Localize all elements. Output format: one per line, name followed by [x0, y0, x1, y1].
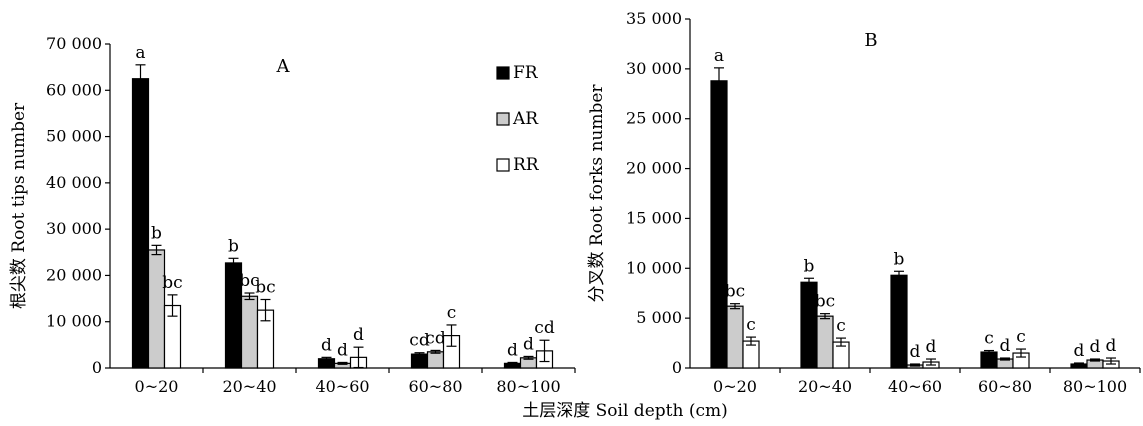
chart-panel-a: 0 10 000 20 000 30 000 40 000 50 000 60 000 70 … — [9, 34, 576, 396]
significance-label: b — [151, 223, 162, 243]
significance-label: c — [836, 316, 846, 336]
y-axis-label: 分叉数 Root forks number — [587, 84, 607, 303]
significance-label: b — [804, 256, 815, 276]
significance-label: c — [746, 315, 756, 335]
bar-fr — [980, 351, 998, 369]
y-tick-label: 20 000 — [626, 159, 682, 178]
significance-label: c — [1016, 327, 1026, 347]
significance-label: d — [353, 325, 364, 345]
significance-label: d — [1106, 336, 1117, 356]
y-tick-label: 25 000 — [626, 109, 682, 128]
significance-label: c — [984, 329, 994, 349]
x-tick-label: 60~80 — [408, 377, 462, 396]
bar-fr — [890, 274, 908, 369]
legend-swatch-fr — [496, 66, 510, 80]
y-tick-label: 30 000 — [626, 59, 682, 78]
significance-label: d — [1000, 336, 1011, 356]
bar-fr — [131, 78, 150, 369]
y-tick-label: 70 000 — [46, 34, 102, 53]
significance-label: cd — [409, 331, 430, 351]
significance-label: bc — [255, 277, 275, 297]
legend-swatch-ar — [496, 112, 510, 126]
panel-label: B — [864, 30, 877, 51]
x-tick-label: 80~100 — [1063, 377, 1127, 396]
significance-label: bc — [162, 273, 182, 293]
bar-ar — [240, 295, 259, 369]
chart-panel-b: 0 5 000 10 000 15 000 20 000 25 000 30 000 35 0… — [587, 9, 1141, 396]
significance-label: d — [507, 340, 518, 360]
x-axis-label: 土层深度 Soil depth (cm) — [522, 401, 727, 421]
y-tick-label: 50 000 — [46, 127, 102, 146]
y-tick-label: 10 000 — [46, 312, 102, 331]
significance-label: bc — [239, 271, 259, 291]
y-tick-label: 0 — [92, 358, 102, 377]
y-tick-label: 30 000 — [46, 219, 102, 238]
legend-label-ar: AR — [512, 109, 539, 129]
y-tick-label: 15 000 — [626, 208, 682, 227]
legend: FR AR RR — [496, 63, 540, 175]
bar-fr — [710, 80, 728, 369]
significance-label: a — [135, 43, 145, 63]
significance-label: d — [337, 340, 348, 360]
y-axis-label: 根尖数 Root tips number — [9, 102, 29, 309]
x-tick-label: 0~20 — [713, 377, 757, 396]
y-tick-label: 40 000 — [46, 173, 102, 192]
significance-label: d — [926, 337, 937, 357]
x-tick-label: 20~40 — [222, 377, 276, 396]
y-tick-label: 35 000 — [626, 9, 682, 28]
significance-label: d — [523, 334, 534, 354]
significance-label: bc — [725, 282, 745, 302]
significance-label: c — [447, 303, 457, 323]
y-tick-label: 10 000 — [626, 258, 682, 277]
bar-ar — [726, 305, 744, 369]
panel-label: A — [276, 56, 291, 77]
significance-label: d — [1074, 341, 1085, 361]
significance-label: cd — [534, 318, 555, 338]
significance-label: cd — [425, 328, 446, 348]
y-tick-label: 0 — [672, 358, 682, 377]
x-tick-label: 20~40 — [798, 377, 852, 396]
x-tick-label: 80~100 — [496, 377, 560, 396]
legend-label-rr: RR — [513, 155, 540, 175]
legend-swatch-rr — [496, 158, 510, 172]
x-tick-label: 40~60 — [315, 377, 369, 396]
bar-ar — [426, 351, 445, 369]
x-tick-label: 60~80 — [978, 377, 1032, 396]
significance-label: d — [910, 342, 921, 362]
significance-label: b — [894, 249, 905, 269]
significance-label: b — [228, 236, 239, 256]
bar-fr — [410, 353, 429, 369]
bar-ar — [816, 315, 834, 369]
y-tick-label: 5 000 — [636, 308, 682, 327]
y-tick-label: 20 000 — [46, 265, 102, 284]
significance-label: d — [321, 335, 332, 355]
legend-label-fr: FR — [513, 63, 539, 83]
significance-label: d — [1090, 337, 1101, 357]
bar-ar — [147, 249, 166, 369]
x-tick-label: 0~20 — [135, 377, 179, 396]
x-tick-label: 40~60 — [888, 377, 942, 396]
significance-label: a — [714, 46, 724, 66]
significance-label: bc — [815, 292, 835, 312]
y-tick-label: 60 000 — [46, 80, 102, 99]
